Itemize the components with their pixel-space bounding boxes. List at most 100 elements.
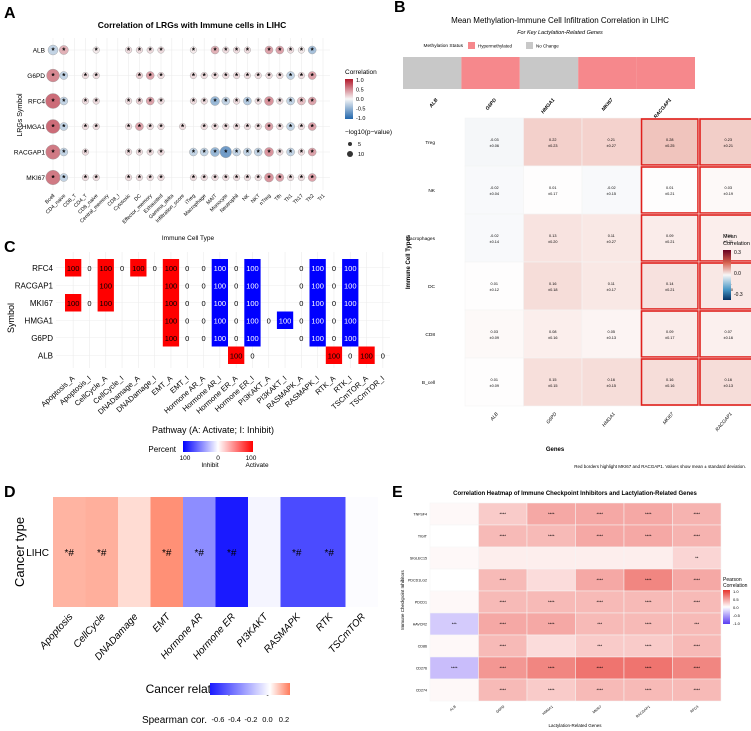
panel-a-star: * [289, 97, 293, 106]
panel-e-row-label: HAVCR2 [413, 623, 427, 627]
panel-a-col-label: NK [241, 193, 251, 203]
panel-e-cell [672, 678, 722, 702]
panel-a-dot [157, 46, 165, 54]
panel-a-dot [233, 97, 241, 105]
panel-a-dot [59, 147, 69, 157]
panel-a-dot [210, 147, 220, 157]
panel-a-star: * [289, 148, 293, 157]
panel-e-cell [429, 524, 479, 548]
panel-b-footnote: Red borders highlight MKI67 and RACGAP1.… [574, 464, 746, 469]
panel-a-dot [276, 71, 284, 79]
panel-c-cell [244, 259, 261, 277]
panel-b-cell-label: ±0.17 [548, 192, 557, 196]
panel-b-cell-label: ±0.14 [490, 240, 499, 244]
panel-b-row-label: DC [428, 284, 435, 290]
panel-a-dot [59, 122, 69, 131]
panel-d-col-label: EMT [151, 611, 174, 635]
panel-b-cell [698, 165, 751, 215]
panel-a-dot [200, 173, 208, 181]
panel-a-dot [211, 122, 219, 130]
panel-b-gene-bottom-label: G6PD [545, 411, 558, 425]
panel-a-ylabel: LRGs Symbol [17, 93, 24, 137]
panel-a-star: * [246, 97, 250, 106]
panel-b-gene-bottom-label: ALB [489, 411, 501, 423]
panel-a-star: * [235, 148, 239, 157]
panel-d-spearman-heatmap: *#Apoptosis*#CellCycleDNADamage*#EMT*#Ho… [12, 497, 378, 726]
panel-d-cell [118, 497, 151, 607]
panel-a-dot [81, 173, 89, 181]
panel-d-row-label: LIHC [26, 548, 49, 559]
panel-b-cell-label: 0.16 [608, 378, 615, 382]
panel-e-annotation: **** [645, 512, 652, 517]
panel-c-cell [342, 294, 359, 312]
panel-c-cell [97, 276, 114, 294]
panel-a-dot [219, 146, 232, 158]
panel-a-dot [307, 96, 317, 106]
panel-a-xlabel: Immune Cell Type [162, 235, 215, 242]
panel-d-cell [248, 497, 281, 607]
panel-b-gene-bottom-label: MKI67 [662, 411, 676, 426]
panel-a-star: * [127, 97, 131, 106]
panel-a-dot [243, 173, 251, 181]
panel-a-dot [264, 122, 274, 131]
panel-b-cell-label: 0.05 [608, 330, 615, 334]
panel-b-cell [464, 117, 524, 167]
panel-a-dot [157, 148, 165, 156]
panel-b-cell-label: ±0.09 [490, 336, 499, 340]
panel-b-cell-label: 0.14 [666, 282, 673, 286]
panel-e-row-label: CD274 [416, 689, 427, 693]
panel-a-star: * [213, 148, 217, 157]
panel-c-cell [325, 346, 343, 364]
panel-c-cell-label: 0 [87, 264, 91, 273]
panel-c-cell [228, 346, 245, 364]
panel-a-star: * [289, 174, 293, 183]
panel-a-star: * [267, 174, 271, 183]
panel-e-annotation: **** [596, 512, 603, 517]
panel-a-star: * [278, 174, 282, 183]
panel-a-dot [232, 147, 241, 157]
panel-b-highlight-border [699, 118, 751, 166]
panel-a-star: * [159, 123, 163, 132]
panel-d-cell [183, 497, 216, 607]
panel-a-star: * [192, 97, 196, 106]
panel-b-gene-top-label: ALB [428, 97, 440, 110]
panel-b-subtitle: For Key Lactylation-Related Genes [517, 30, 603, 36]
panel-a-star: * [246, 72, 250, 81]
panel-a-dot [157, 97, 165, 105]
panel-c-cell-label: 100 [165, 299, 178, 308]
panel-c-cell-label: 0 [299, 299, 303, 308]
panel-d-cell [215, 497, 248, 607]
panel-e-legend-bar [723, 590, 730, 624]
panel-a-star: * [246, 46, 250, 55]
panel-e-annotation: **** [596, 534, 603, 539]
panel-a-col-label: Tfh [274, 193, 284, 203]
panel-b-cell [698, 357, 751, 407]
panel-a-dot [275, 173, 285, 182]
panel-e-cell [526, 568, 576, 592]
panel-b-status-bar [636, 57, 695, 89]
panel-c-cell [97, 294, 114, 312]
panel-b-cell-label: ±0.21 [665, 288, 674, 292]
panel-a-dot [276, 148, 284, 156]
panel-a-star: * [95, 97, 99, 106]
panel-c-cell [162, 259, 180, 277]
panel-c-cell-label: 100 [67, 299, 80, 308]
panel-c-cell-label: 100 [165, 264, 178, 273]
panel-c-row-label: HMGA1 [25, 316, 54, 325]
panel-a-star: * [62, 174, 66, 183]
panel-e-checkpoint-heatmap: Correlation Heatmap of Immune Checkpoint… [400, 491, 748, 728]
panel-b-cell-label: 0.01 [491, 378, 498, 382]
panel-b-status-bar [461, 57, 520, 89]
panel-a-star: * [51, 46, 55, 55]
panel-e-annotation: **** [596, 578, 603, 583]
panel-e-col-label: RFC4 [690, 705, 700, 714]
panel-b-cell-label: ±0.17 [607, 288, 616, 292]
panel-a-star: * [213, 46, 217, 55]
panel-a-legend-tick: 0.0 [356, 97, 364, 103]
panel-b-cell-label: 0.22 [549, 138, 556, 142]
panel-a-row-label: ALB [33, 48, 45, 55]
panel-a-star: * [300, 72, 304, 81]
panel-c-cell-label: 0 [250, 351, 254, 360]
panel-a-star: * [127, 174, 131, 183]
panel-e-annotation: **** [596, 666, 603, 671]
